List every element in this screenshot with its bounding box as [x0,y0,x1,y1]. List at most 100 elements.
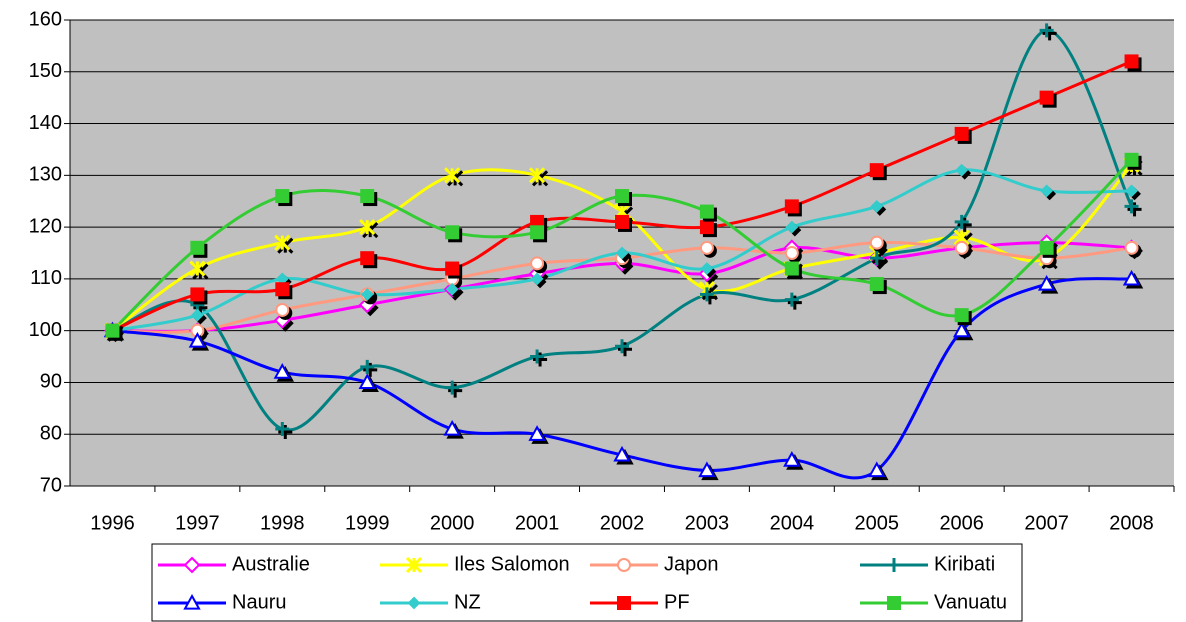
x-tick-label: 2006 [939,512,984,534]
data-point [955,163,969,177]
data-point [615,214,629,229]
data-point [785,220,799,234]
data-point [954,126,969,141]
data-point [528,425,546,441]
data-point [1124,152,1139,167]
data-point [615,246,629,260]
x-tick-label: 2004 [770,512,815,534]
legend-label: Kiribati [934,553,995,575]
y-tick-label: 100 [29,319,62,341]
data-point [445,225,460,240]
data-point [445,261,460,276]
y-tick-label: 90 [40,371,62,393]
legend [151,543,1023,622]
data-point [869,163,884,178]
legend-marker [405,556,423,574]
data-point [530,349,545,364]
data-point [445,380,460,395]
y-tick-label: 160 [29,8,62,30]
data-point [105,323,120,338]
data-point [699,220,714,235]
legend-label: Vanuatu [934,591,1007,613]
data-point [530,256,545,271]
data-point [275,422,290,437]
data-point [784,261,799,276]
data-point [870,199,884,213]
x-tick-label: 2008 [1109,512,1154,534]
x-tick-label: 2005 [855,512,900,534]
data-point [190,308,204,322]
y-tick-label: 120 [29,215,62,237]
y-tick-label: 150 [29,60,62,82]
marker-shadow [872,254,887,269]
x-tick-label: 1997 [175,512,220,534]
data-point [273,363,292,379]
legend-label: Nauru [232,591,286,613]
legend-marker [183,556,201,574]
data-point [613,445,631,462]
data-point [1125,184,1138,198]
data-point [190,240,205,255]
legend-label: NZ [454,591,481,613]
y-tick-label: 140 [29,112,62,134]
data-point [700,262,714,275]
data-point [699,204,714,219]
y-tick-label: 80 [40,423,62,445]
data-point [869,235,884,250]
data-point [868,461,886,478]
data-point [444,167,461,184]
x-tick-label: 2002 [600,512,645,534]
legend-marker [887,558,901,572]
data-point [615,189,629,204]
data-point [275,189,290,204]
marker-shadow [787,295,802,310]
data-point [699,240,714,255]
legend-marker [617,558,631,572]
marker-shadow [278,425,293,440]
data-point [529,167,546,184]
marker-shadow [448,383,463,398]
legend-marker [407,596,421,610]
data-point [954,308,969,323]
data-point [954,214,969,229]
y-tick-label: 130 [29,164,62,186]
legend-marker [887,596,901,610]
data-point [1124,199,1139,214]
x-tick-label: 2007 [1024,512,1069,534]
data-point [869,251,884,266]
legend-label: Iles Salomon [454,553,570,575]
marker-shadow [1042,26,1057,41]
data-point [360,189,375,204]
legend-marker [183,593,201,610]
data-point [1124,54,1139,69]
legend-marker [617,596,631,610]
data-point [1037,275,1056,291]
marker-shadow [957,217,972,232]
data-point [190,287,205,302]
data-point [1122,269,1141,286]
data-point [1040,184,1054,198]
data-point [698,461,716,478]
marker-shadow [702,290,717,305]
data-point [189,260,206,277]
data-point [784,292,799,307]
data-point [699,287,714,302]
x-tick-label: 2001 [515,512,560,534]
y-tick-label: 110 [30,267,62,289]
x-tick-label: 1999 [345,512,390,534]
legend-label: Australie [232,553,310,575]
data-point [1039,23,1054,38]
marker-shadow [1127,202,1142,217]
data-point [1124,240,1139,255]
data-point [360,288,374,301]
data-point [360,251,375,266]
data-point [530,225,545,240]
data-point [275,302,290,317]
data-point [952,321,971,338]
data-point [615,339,629,354]
data-point [783,451,801,467]
data-point [274,234,291,251]
data-point [445,282,459,296]
x-tick-label: 1998 [260,512,305,534]
